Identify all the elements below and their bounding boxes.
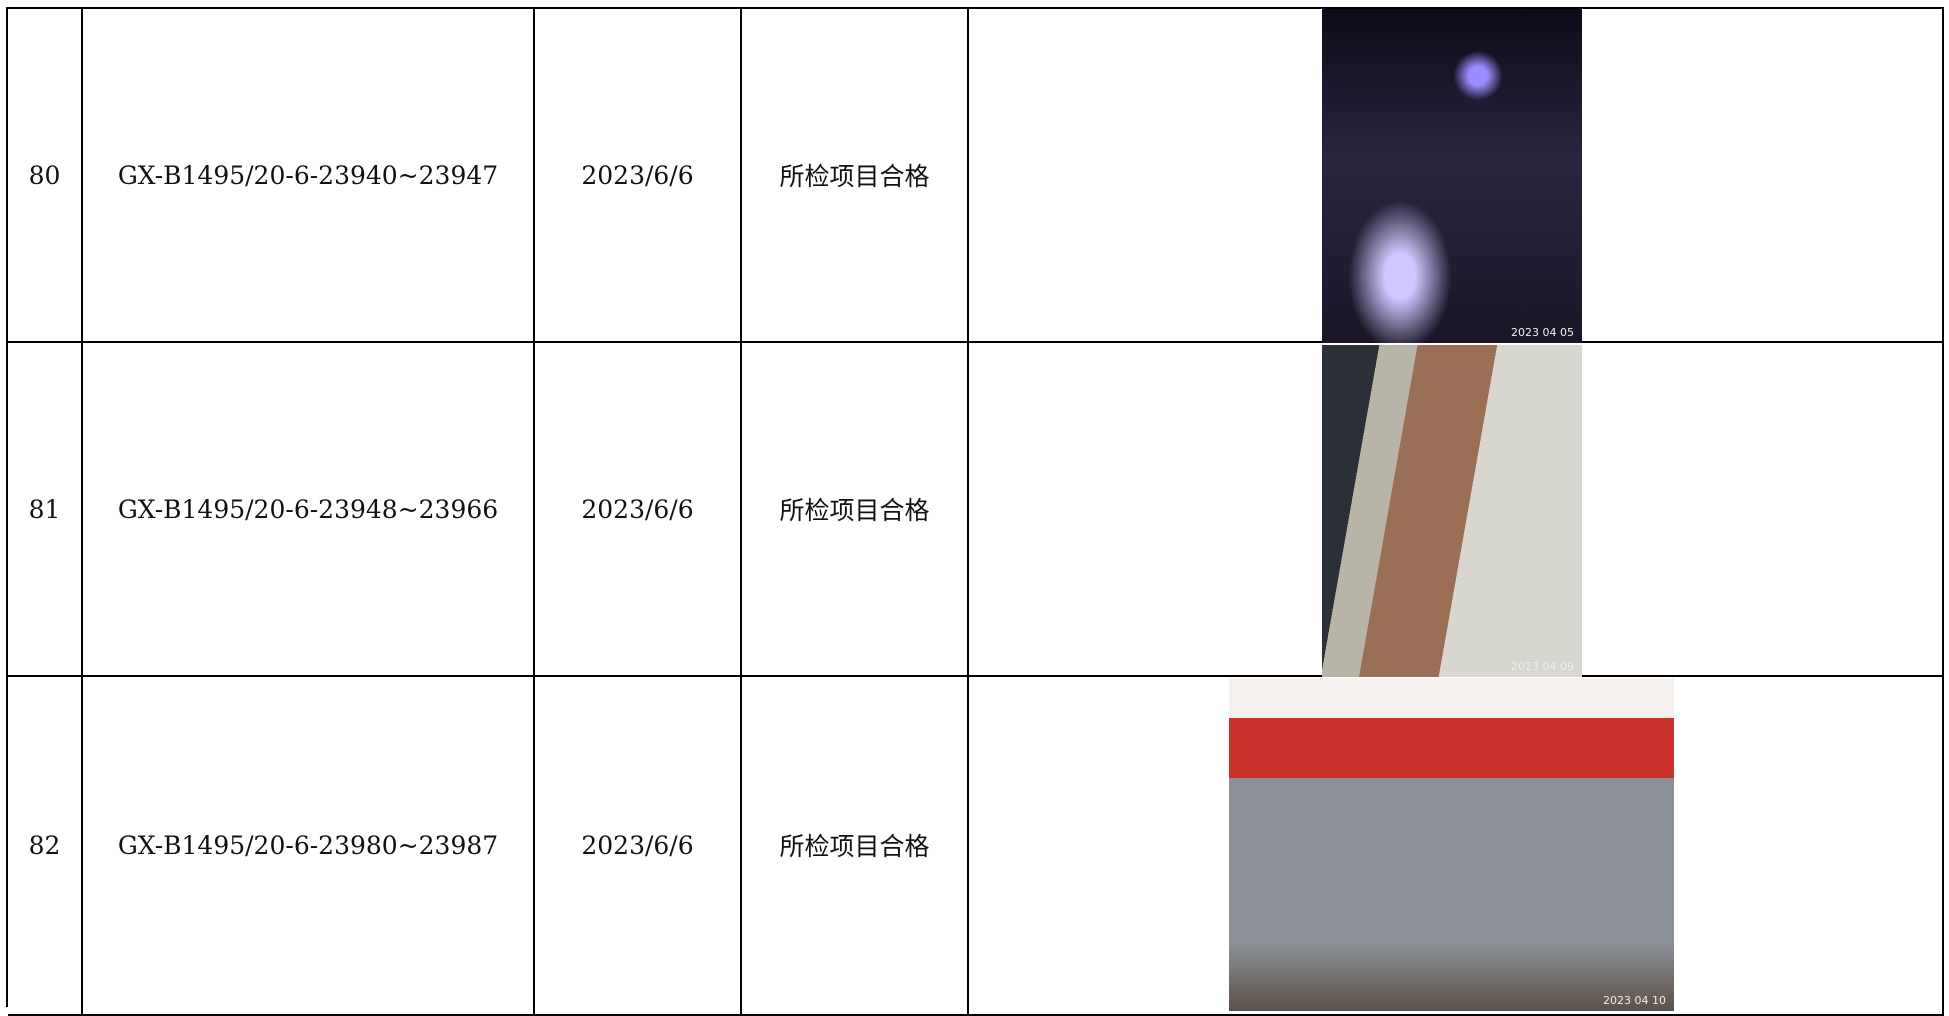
table: 80 GX-B1495/20-6-23940~23947 2023/6/6 所检项目合… <box>6 7 1944 1016</box>
table-cell: GX-B1495/20-6-23980~23987 <box>83 676 535 1016</box>
table-cell: 81 <box>8 343 83 677</box>
photo: 2023 04 09 <box>1322 345 1582 677</box>
photo: 2023 04 05 <box>1322 9 1582 343</box>
table-cell: 2023/6/6 <box>535 676 742 1016</box>
table-cell: 80 <box>8 9 83 343</box>
table-cell: 所检项目合格 <box>742 9 969 343</box>
photo-stamp: 2023 04 10 <box>1603 994 1666 1007</box>
table-cell: 82 <box>8 676 83 1016</box>
photo-stamp: 2023 04 09 <box>1511 660 1574 673</box>
table-cell: GX-B1495/20-6-23940~23947 <box>83 9 535 343</box>
photo: 2023 04 10 <box>1229 678 1674 1011</box>
table-cell: 2023/6/6 <box>535 9 742 343</box>
table-cell: 所检项目合格 <box>742 343 969 677</box>
table-cell: 2023/6/6 <box>535 343 742 677</box>
table-cell: GX-B1495/20-6-23948~23966 <box>83 343 535 677</box>
photo-stamp: 2023 04 05 <box>1511 326 1574 339</box>
table-cell: 所检项目合格 <box>742 676 969 1016</box>
